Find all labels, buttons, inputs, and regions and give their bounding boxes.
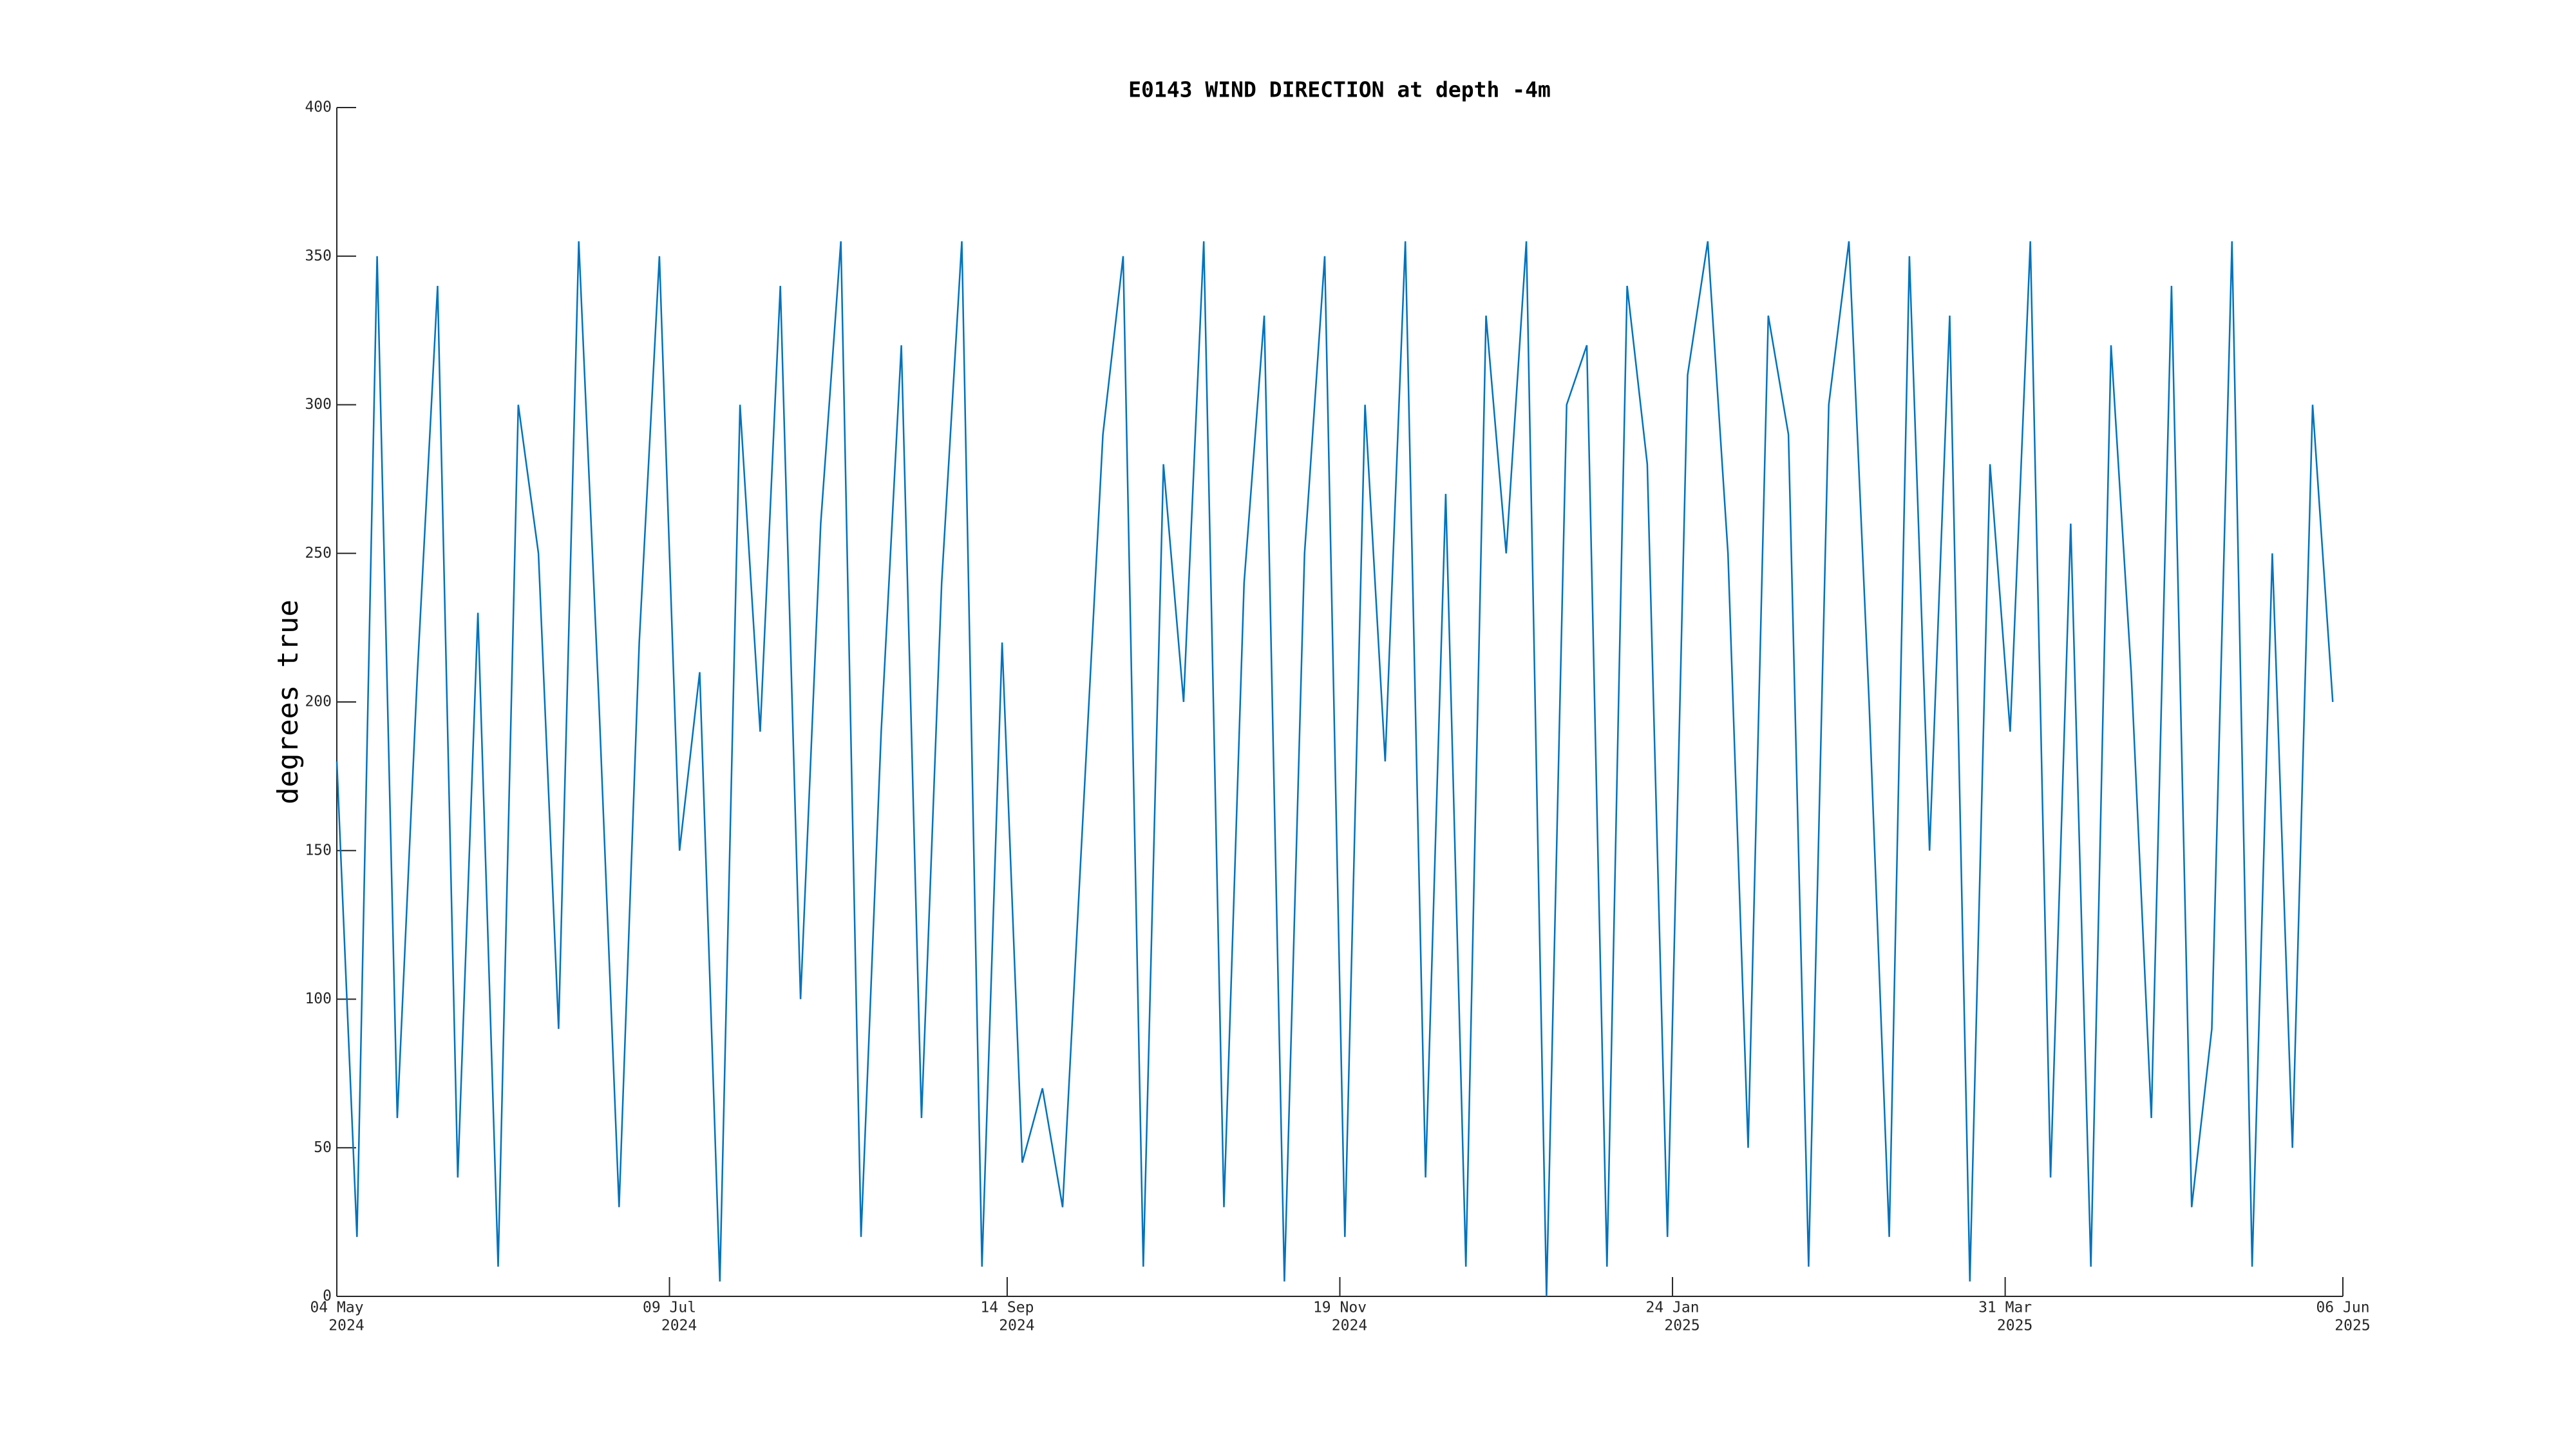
x-tick-label: 19 Nov [1313, 1300, 1367, 1316]
x-tick-label: 24 Jan [1646, 1300, 1700, 1316]
x-tick-label: 2025 [1664, 1318, 1700, 1334]
y-tick-label: 400 [305, 99, 332, 116]
y-tick-label: 50 [314, 1139, 332, 1156]
x-tick-label: 31 Mar [1978, 1300, 2032, 1316]
x-tick-label: 2025 [2334, 1318, 2370, 1334]
y-tick-label: 150 [305, 842, 332, 858]
x-tick-label: 09 Jul [643, 1300, 696, 1316]
x-tick-label: 06 Jun [2316, 1300, 2369, 1316]
x-tick-label: 2024 [999, 1318, 1034, 1334]
y-tick-label: 0 [323, 1288, 332, 1305]
x-tick-label: 2024 [661, 1318, 697, 1334]
chart-title: E0143 WIND DIRECTION at depth -4m [1128, 77, 1551, 102]
x-tick-label: 2024 [1332, 1318, 1367, 1334]
y-tick-label: 300 [305, 396, 332, 413]
x-tick-label: 14 Sep [980, 1300, 1034, 1316]
y-axis-label: degrees true [272, 600, 305, 804]
y-tick-label: 350 [305, 247, 332, 264]
y-tick-label: 250 [305, 545, 332, 562]
y-tick-label: 200 [305, 694, 332, 710]
x-tick-label: 2025 [1997, 1318, 2032, 1334]
y-tick-label: 100 [305, 990, 332, 1007]
data-line [336, 241, 2334, 1297]
x-tick-label: 04 May [310, 1300, 363, 1316]
x-tick-label: 2024 [328, 1318, 364, 1334]
